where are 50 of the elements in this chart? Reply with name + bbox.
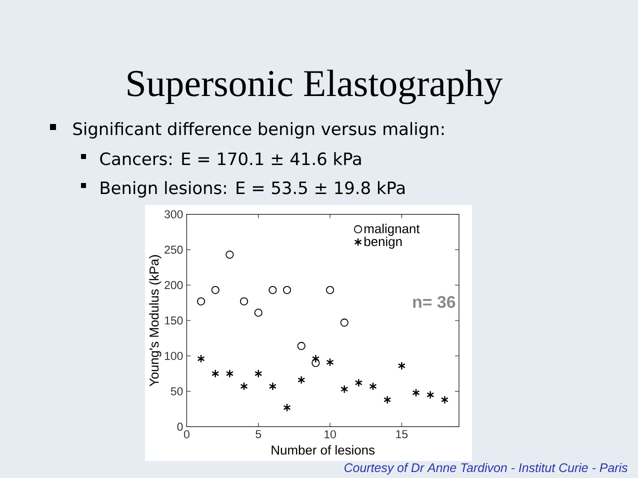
text: Cancers: E = 170.1 ± 41.6 kPa <box>100 152 361 166</box>
x-tick-label: 15 <box>396 430 408 438</box>
point <box>354 378 362 388</box>
point <box>326 286 334 294</box>
x-axis-title: Number of lesions <box>272 445 375 455</box>
y-tick-label: 300 <box>164 210 183 218</box>
point <box>268 286 277 294</box>
point <box>226 250 234 259</box>
point <box>268 382 276 391</box>
text: Courtesy of Dr Anne Tardivon - Institut Curie - Paris <box>344 462 628 475</box>
point <box>211 286 220 294</box>
point <box>369 382 377 391</box>
point <box>340 318 348 327</box>
point <box>412 388 420 397</box>
x-tick-label: 5 <box>256 430 262 438</box>
point <box>240 297 248 306</box>
point <box>312 358 320 368</box>
y-tick-label: 150 <box>164 316 183 325</box>
annotation: n= 36 <box>413 296 456 308</box>
point <box>326 358 334 367</box>
point <box>240 382 248 391</box>
chart-subtitle: Significant difference benign versus malign: <box>73 122 444 139</box>
legend-label: benign <box>364 236 402 249</box>
legend-label: malignant <box>364 224 420 236</box>
point <box>226 369 234 378</box>
point <box>212 369 220 378</box>
text: Benign lesions: E = 53.5 ± 19.8 kPa <box>100 181 405 198</box>
point <box>298 376 306 384</box>
point <box>398 361 406 370</box>
point <box>254 308 262 317</box>
y-axis-title: Young's Modulus (kPa) <box>149 255 162 386</box>
y-tick-label: 250 <box>164 246 183 254</box>
y-tick-label: 100 <box>164 352 183 360</box>
y-tick-label: 50 <box>170 387 183 396</box>
point <box>282 286 292 294</box>
point <box>254 369 262 378</box>
point <box>297 342 306 350</box>
y-tick-label: 0 <box>177 422 183 431</box>
point <box>426 390 434 400</box>
point <box>196 297 206 306</box>
point <box>197 354 205 364</box>
x-tick-label: 10 <box>324 430 336 438</box>
x-tick-label: 0 <box>184 430 190 438</box>
chart-title: Supersonic Elastography <box>128 70 503 104</box>
point <box>312 354 320 364</box>
y-tick-label: 200 <box>164 281 183 290</box>
point <box>440 395 448 404</box>
point <box>283 403 291 412</box>
point <box>384 395 392 404</box>
point <box>340 384 348 394</box>
